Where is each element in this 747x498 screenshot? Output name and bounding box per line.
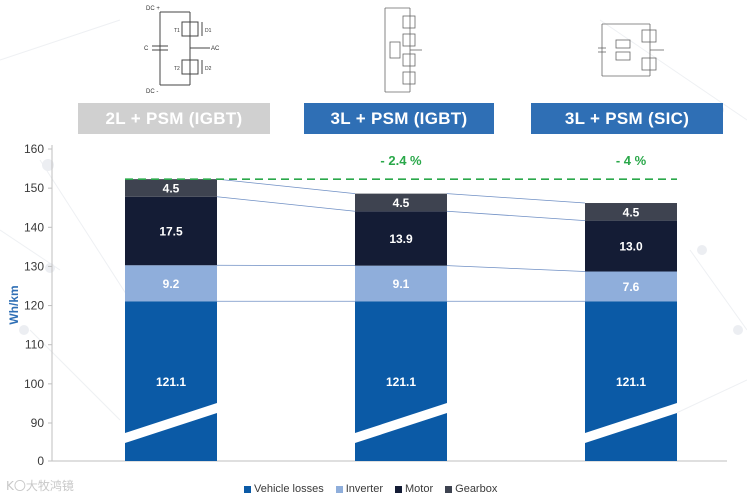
value-label-vehicle-losses-3: 121.1	[616, 375, 646, 389]
value-label-motor-2: 13.9	[389, 232, 413, 246]
y-tick-label-160: 160	[24, 142, 44, 156]
value-label-inverter-2: 9.1	[393, 277, 410, 291]
config-header-2l-igbt: 2L + PSM (IGBT)	[78, 103, 270, 134]
legend-label-vehicle-losses: Vehicle losses	[254, 483, 324, 495]
bar-motor-2	[355, 211, 447, 266]
value-label-inverter-1: 9.2	[163, 277, 180, 291]
legend-swatch-gearbox	[445, 485, 453, 493]
schematic-3l-sic	[590, 0, 670, 100]
value-label-vehicle-losses-1: 121.1	[156, 375, 186, 389]
schematic-c: C	[144, 46, 149, 52]
bar-motor-1	[125, 196, 217, 266]
schematic-ac: AC	[211, 46, 220, 52]
schematic-2l-igbt: DC + DC - C T1 D1 T2 D2 AC	[130, 0, 230, 100]
bar-inverter-3	[585, 271, 677, 302]
bar-inverter-1	[125, 265, 217, 302]
bar-motor-3	[585, 220, 677, 272]
legend-swatch-motor	[395, 485, 403, 493]
y-tick-label-120: 120	[24, 299, 44, 313]
legend-item-vehicle-losses: Vehicle losses	[244, 483, 324, 495]
config-header-3l-sic: 3L + PSM (SIC)	[531, 103, 723, 134]
connector-motor-1-2	[216, 196, 356, 212]
connector-gearbox-2-3	[446, 193, 586, 204]
schematic-3l-igbt	[370, 0, 425, 100]
y-axis-title: Wh/km	[7, 285, 21, 324]
schematic-t2: T2	[174, 66, 180, 72]
config-header-3l-igbt: 3L + PSM (IGBT)	[304, 103, 494, 134]
y-tick-label-140: 140	[24, 220, 44, 234]
value-label-motor-3: 13.0	[619, 240, 643, 254]
value-label-inverter-3: 7.6	[623, 280, 640, 294]
bar-gearbox-3	[585, 203, 677, 221]
y-tick-label-130: 130	[24, 259, 44, 273]
schematic-dc-minus: DC -	[146, 89, 158, 95]
bar-gearbox-1	[125, 179, 217, 197]
legend-item-inverter: Inverter	[335, 483, 384, 495]
watermark: K〇大牧鸿镜	[6, 479, 74, 493]
schematic-t1: T1	[174, 28, 180, 34]
schematic-d1: D1	[205, 28, 212, 34]
connector-inverter-2-3	[446, 265, 586, 272]
schematic-3l-igbt-drawing	[384, 7, 422, 93]
connector-motor-2-3	[446, 210, 586, 222]
y-tick-label-110: 110	[25, 338, 44, 352]
schematic-dc-plus: DC +	[146, 6, 160, 12]
y-tick-label-90: 90	[31, 416, 45, 430]
legend-item-motor: Motor	[395, 483, 433, 495]
annotation-2: - 2.4 %	[380, 153, 422, 168]
legend: Vehicle losses Inverter Motor Gearbox	[244, 481, 509, 497]
value-label-gearbox-3: 4.5	[623, 205, 640, 219]
legend-label-motor: Motor	[405, 483, 434, 495]
y-tick-label-0: 0	[37, 454, 44, 468]
legend-label-gearbox: Gearbox	[455, 483, 498, 495]
connector-gearbox-1-2	[216, 178, 356, 195]
legend-item-gearbox: Gearbox	[445, 483, 497, 495]
axis-break-stripe-3	[585, 403, 677, 443]
legend-swatch-inverter	[335, 485, 343, 493]
y-tick-label-150: 150	[24, 181, 44, 195]
schematic-2l-igbt-drawing: DC + DC - C T1 D1 T2 D2 AC	[144, 6, 220, 95]
value-label-motor-1: 17.5	[159, 225, 183, 239]
value-label-vehicle-losses-2: 121.1	[386, 375, 416, 389]
bar-gearbox-2	[355, 193, 447, 212]
schematic-3l-sic-drawing	[598, 23, 664, 77]
legend-label-inverter: Inverter	[345, 483, 384, 495]
schematic-d2: D2	[205, 66, 212, 72]
bar-inverter-2	[355, 265, 447, 302]
legend-swatch-vehicle-losses	[244, 485, 251, 493]
value-label-gearbox-2: 4.5	[393, 196, 410, 210]
axis-break-stripe-2	[355, 403, 447, 443]
y-tick-label-100: 100	[24, 377, 44, 391]
value-label-gearbox-1: 4.5	[163, 181, 180, 195]
axis-break-stripe-1	[125, 403, 217, 443]
annotation-3: - 4 %	[616, 153, 647, 168]
